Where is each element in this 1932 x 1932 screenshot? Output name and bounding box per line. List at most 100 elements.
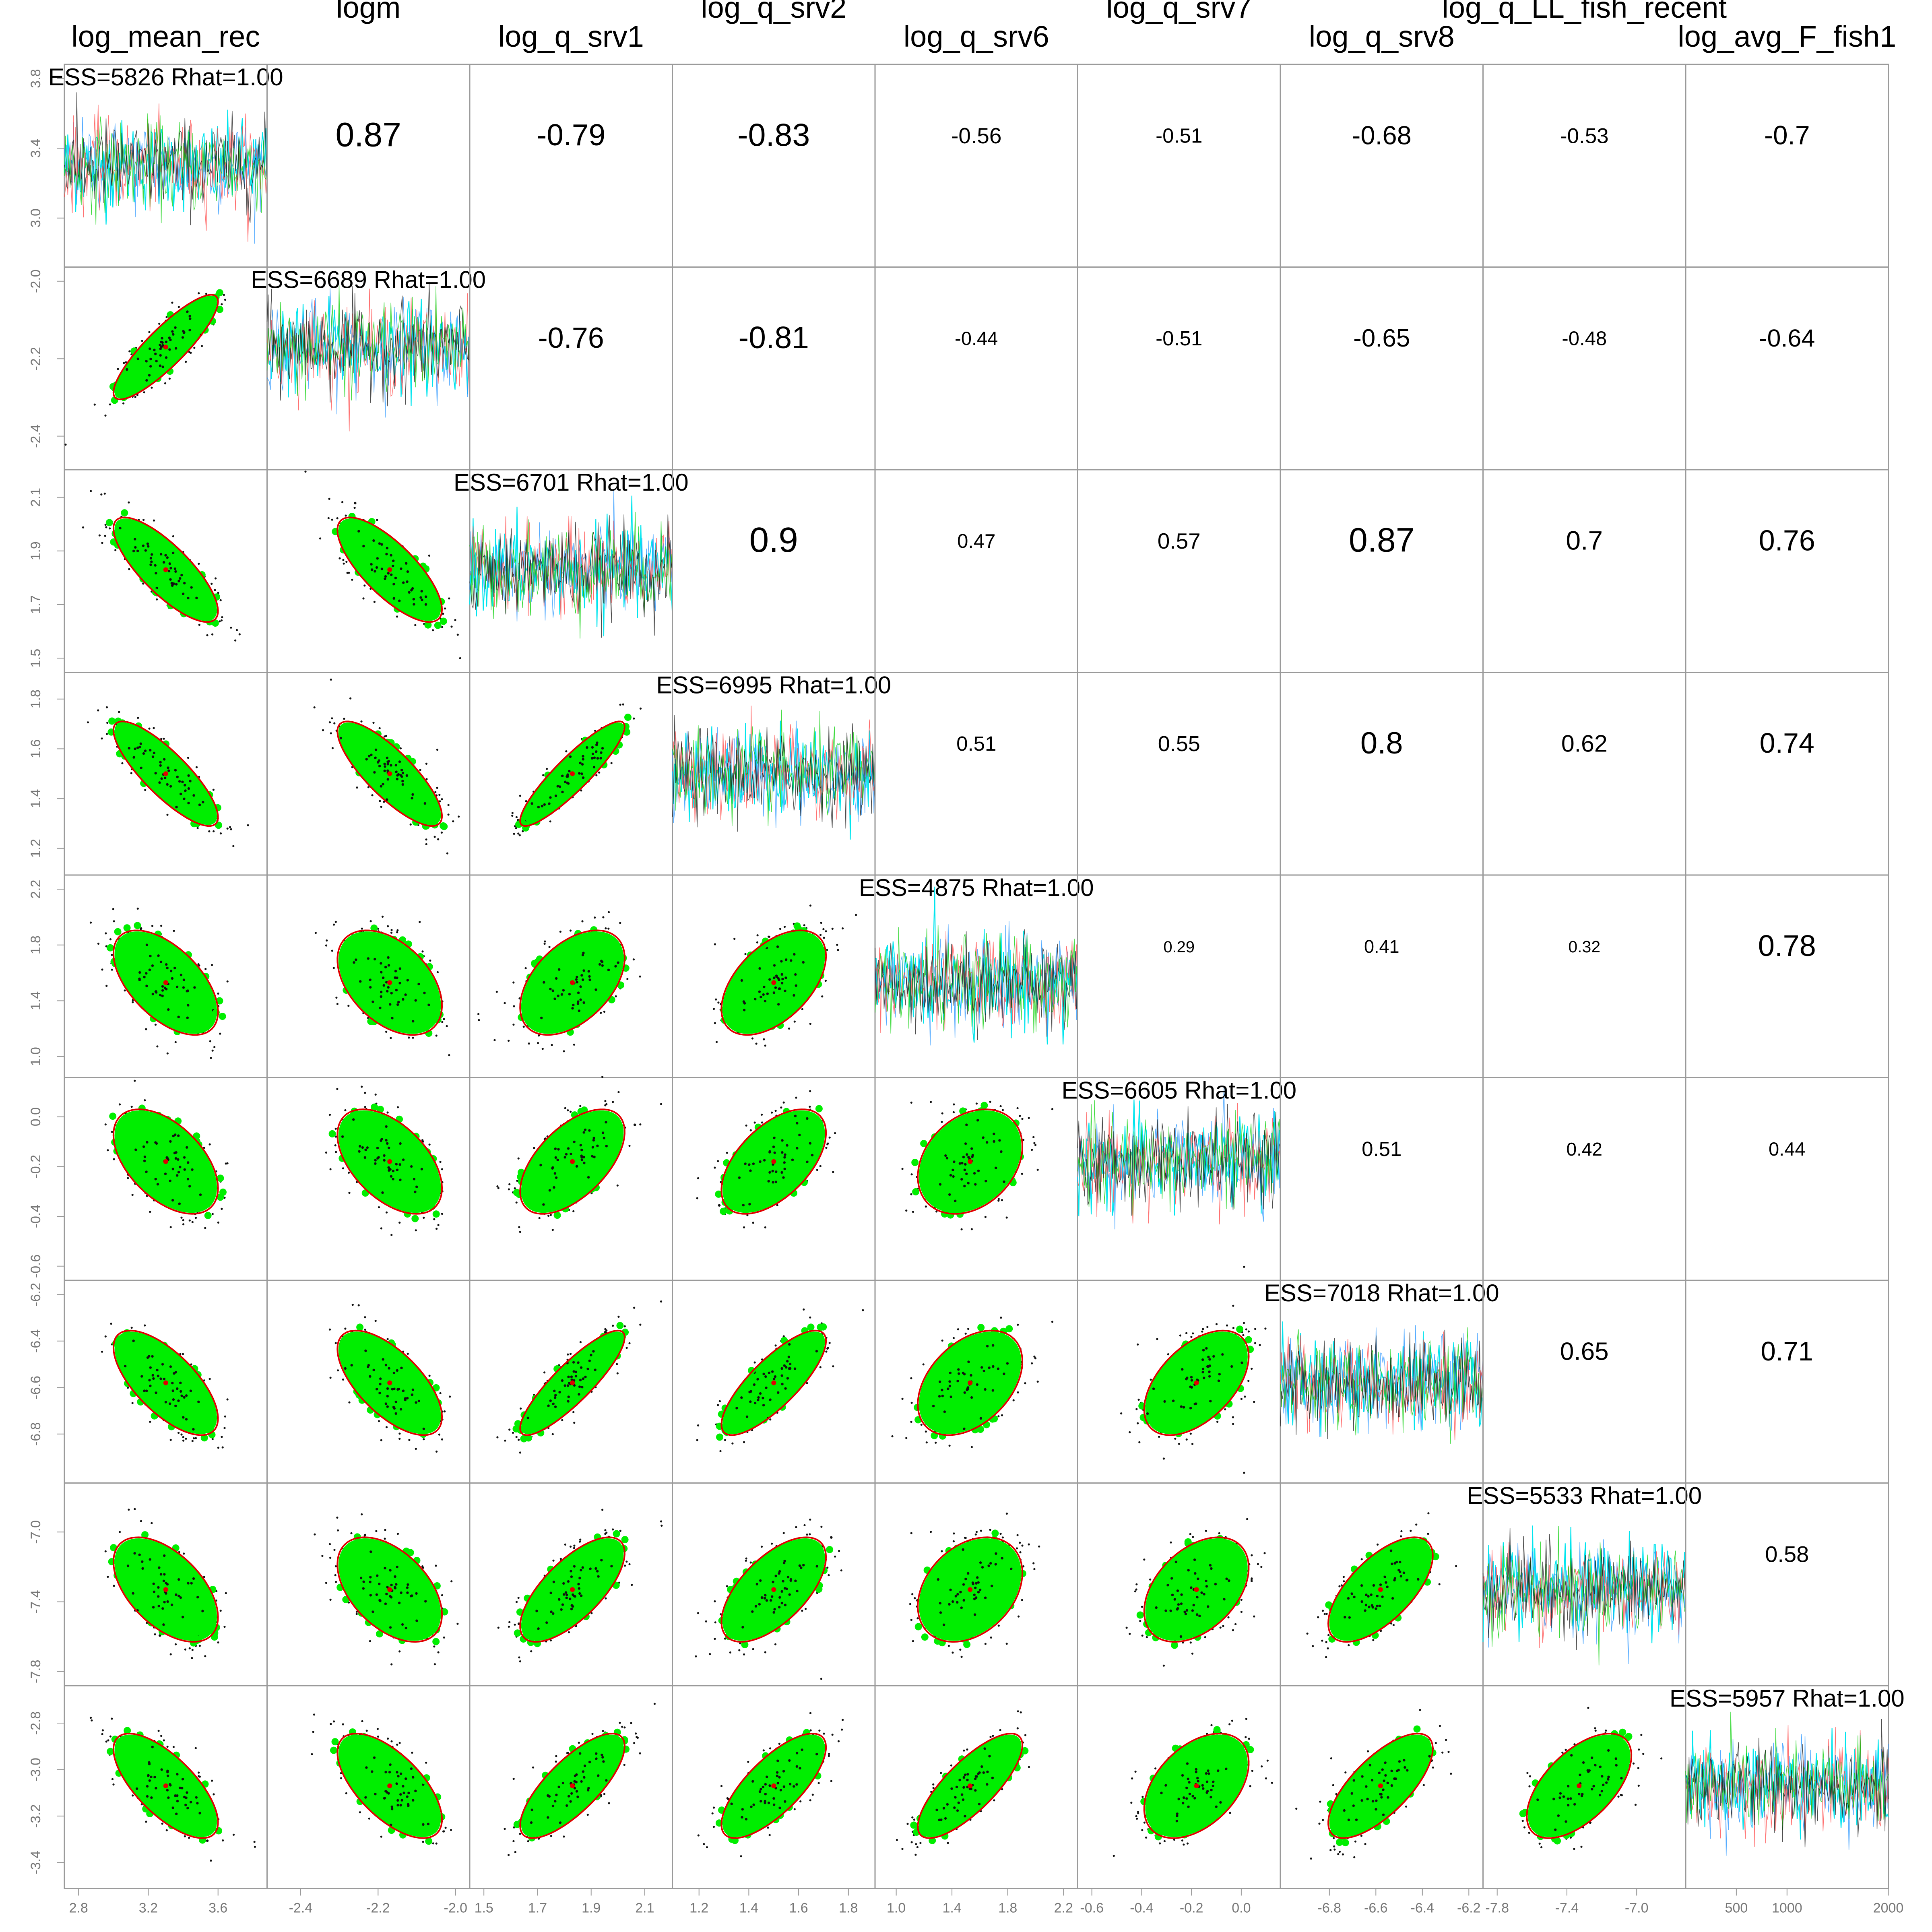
sample-point — [763, 985, 766, 989]
sample-point — [633, 717, 635, 720]
sample-point — [421, 599, 423, 601]
sample-point — [198, 562, 200, 565]
sample-point — [607, 911, 610, 913]
sample-point — [758, 990, 761, 993]
sample-point — [415, 1229, 417, 1232]
sample-point — [342, 559, 345, 561]
sample-point — [348, 572, 350, 574]
sample-point — [565, 750, 568, 753]
sample-point — [404, 993, 407, 996]
sample-point — [326, 939, 328, 942]
sample-point — [191, 1221, 194, 1223]
sample-point — [434, 791, 437, 793]
sample-point — [145, 972, 148, 975]
posterior-mean-point — [387, 771, 392, 776]
sample-point — [164, 554, 167, 557]
sample-point — [132, 1001, 134, 1003]
sample-point — [175, 1174, 179, 1177]
sample-point — [319, 537, 322, 540]
sample-point — [591, 752, 594, 755]
sample-point — [560, 993, 564, 996]
sample-point — [348, 1191, 351, 1194]
sample-point — [551, 1044, 553, 1046]
sample-point — [143, 1155, 147, 1158]
sample-point — [328, 1113, 331, 1116]
sample-point — [603, 1010, 606, 1013]
sample-point — [582, 776, 585, 779]
sample-point — [579, 998, 582, 1001]
sample-point — [215, 577, 217, 580]
sample-point — [378, 542, 381, 545]
sample-point — [362, 545, 365, 548]
sample-point — [175, 1151, 178, 1154]
sample-point — [398, 967, 402, 970]
sample-point — [783, 926, 786, 928]
sample-point — [825, 930, 827, 933]
sample-point — [128, 747, 130, 750]
sample-point — [351, 578, 353, 581]
sample-point — [755, 1042, 758, 1045]
sample-point — [128, 501, 130, 504]
sample-point — [780, 960, 783, 963]
sample-point — [424, 595, 427, 598]
sample-point — [410, 589, 413, 592]
sample-point — [379, 800, 381, 802]
correlation-label: 0.87 — [1349, 521, 1415, 559]
sample-point — [390, 931, 393, 934]
sample-point — [221, 303, 223, 305]
sample-point — [195, 597, 198, 599]
sample-point — [345, 514, 347, 517]
sample-point — [183, 1168, 186, 1171]
sample-point — [436, 749, 439, 751]
sample-point — [580, 974, 583, 977]
sample-point — [217, 1221, 220, 1224]
sample-point — [784, 958, 788, 961]
sample-point — [105, 526, 107, 528]
sample-point — [171, 1199, 174, 1202]
sample-point — [387, 760, 390, 763]
correlation-label: -0.7 — [1764, 120, 1810, 150]
sample-point — [384, 765, 386, 768]
sample-point — [169, 567, 172, 570]
sample-point — [173, 567, 177, 570]
posterior-mean-point — [387, 567, 392, 572]
sample-point — [182, 1223, 185, 1226]
sample-point — [369, 920, 372, 923]
sample-point — [134, 546, 137, 549]
sample-point — [140, 928, 142, 930]
sample-point — [230, 626, 232, 629]
sample-point — [180, 1216, 183, 1219]
sample-point — [238, 633, 241, 636]
sample-point — [111, 1131, 113, 1133]
sample-point — [104, 1123, 107, 1126]
sample-point — [446, 1025, 448, 1027]
sample-point — [153, 727, 155, 729]
sample-point — [226, 827, 229, 830]
sample-point — [153, 519, 155, 522]
sample-point — [114, 549, 117, 551]
sample-point — [441, 1213, 443, 1215]
sample-point — [519, 795, 521, 797]
sample-point — [187, 787, 190, 790]
sample-point — [211, 633, 214, 636]
sample-point — [211, 1049, 214, 1052]
sample-point — [386, 547, 388, 549]
sample-point — [387, 956, 390, 959]
sample-point — [188, 315, 191, 318]
sample-point — [213, 830, 215, 832]
sample-point — [100, 493, 103, 496]
sample-point — [172, 582, 175, 585]
sample-point — [375, 566, 378, 569]
sample-point — [192, 794, 195, 797]
sample-point — [836, 943, 838, 946]
sample-point — [155, 572, 157, 575]
sample-point — [411, 793, 414, 796]
sample-point — [211, 582, 213, 585]
sample-point — [380, 543, 383, 546]
sample-point — [196, 827, 199, 829]
sample-point — [171, 977, 174, 980]
sample-point — [154, 1024, 157, 1026]
sample-point — [428, 1144, 431, 1146]
sample-point — [762, 993, 765, 996]
sample-point — [322, 729, 324, 731]
